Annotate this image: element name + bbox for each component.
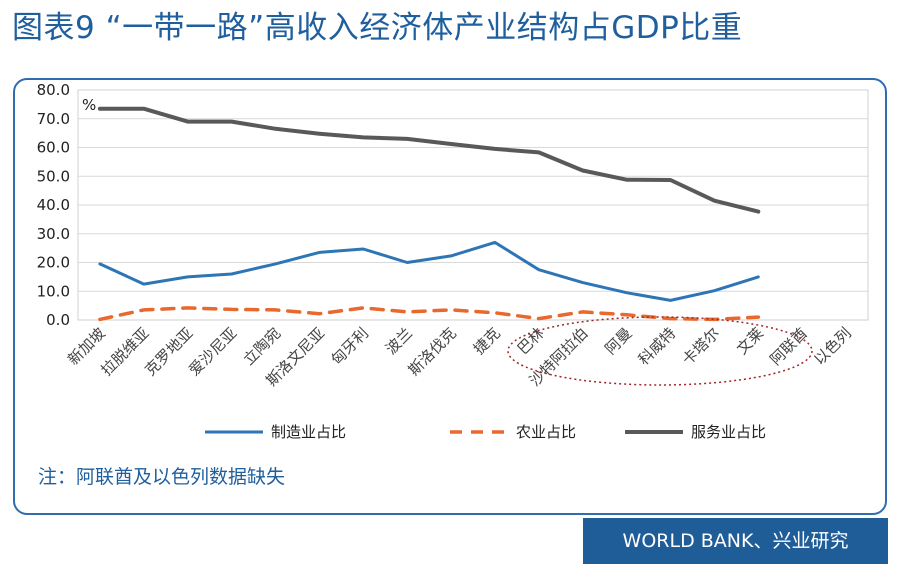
legend-label: 农业占比 [516,423,576,441]
series-line [98,240,760,302]
footnote: 注：阿联酋及以色列数据缺失 [38,466,286,488]
chart-card [13,78,887,515]
x-tick-label: 以色列 [810,324,855,369]
y-tick-label: 70.0 [37,110,70,128]
x-tick-label: 拉脱维亚 [97,324,152,379]
x-tick-label: 阿曼 [601,324,635,358]
x-tick-label: 科威特 [635,324,680,369]
highlight-ellipse [507,316,813,386]
y-tick-label: 40.0 [37,196,70,214]
x-tick-label: 克罗地亚 [141,324,196,379]
x-tick-label: 斯洛伐克 [405,324,460,379]
x-tick-label: 阿联酋 [766,324,811,369]
legend-label: 服务业占比 [691,423,766,441]
series-line [97,106,761,214]
y-tick-label: 80.0 [37,81,70,99]
y-unit-label: % [82,96,96,114]
x-tick-label: 捷克 [470,324,504,358]
y-tick-label: 20.0 [37,254,70,272]
source-label: WORLD BANK、兴业研究 [583,518,888,564]
legend-label: 制造业占比 [271,423,346,441]
x-tick-label: 卡塔尔 [679,324,724,369]
y-tick-label: 50.0 [37,167,70,185]
chart-title: 图表9 “一带一路”高收入经济体产业结构占GDP比重 [12,10,743,46]
y-tick-label: 30.0 [37,225,70,243]
x-tick-label: 波兰 [382,324,416,358]
plot-area [77,89,869,321]
y-tick-label: 60.0 [37,139,70,157]
x-tick-label: 爱沙尼亚 [185,324,240,379]
x-tick-label: 匈牙利 [328,324,373,369]
y-tick-label: 10.0 [37,282,70,300]
x-tick-label: 文莱 [733,324,767,358]
y-tick-label: 0.0 [46,311,70,329]
series-line [98,306,761,322]
